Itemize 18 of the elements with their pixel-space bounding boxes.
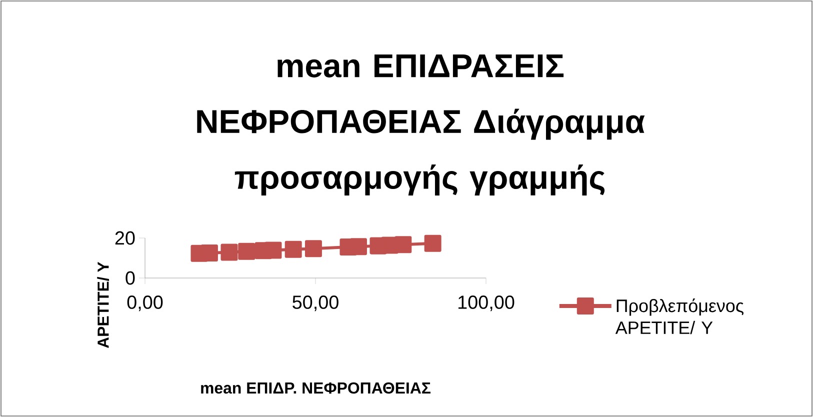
point xyxy=(220,244,238,261)
y-axis-title: APETITE/ Y xyxy=(97,262,109,348)
chart-title: mean ΕΠΙΔΡΑΣΕΙΣ ΝΕΦΡΟΠΑΘΕΙΑΣ Διάγραμμα προσαρμογής γραμμής xyxy=(197,54,645,196)
y-tick-label: 0 xyxy=(126,271,135,285)
point xyxy=(350,238,367,256)
x-axis-title: mean ΕΠΙΔΡ. ΝΕΦΡΟΠΑΘΕΙΑΣ xyxy=(201,382,430,394)
x-tick-label: 0,00 xyxy=(127,296,163,312)
point xyxy=(284,240,302,258)
point xyxy=(424,234,442,252)
y-tick-label: 20 xyxy=(115,231,135,245)
point xyxy=(304,240,322,258)
x-tick-label: 50,00 xyxy=(292,296,338,312)
point xyxy=(238,242,256,260)
point xyxy=(200,244,218,262)
point xyxy=(264,242,282,259)
legend-label: Προβλεπόμενος APETITE/ Y xyxy=(615,298,744,334)
point xyxy=(394,236,412,254)
x-tick-label: 100,00 xyxy=(458,296,514,312)
